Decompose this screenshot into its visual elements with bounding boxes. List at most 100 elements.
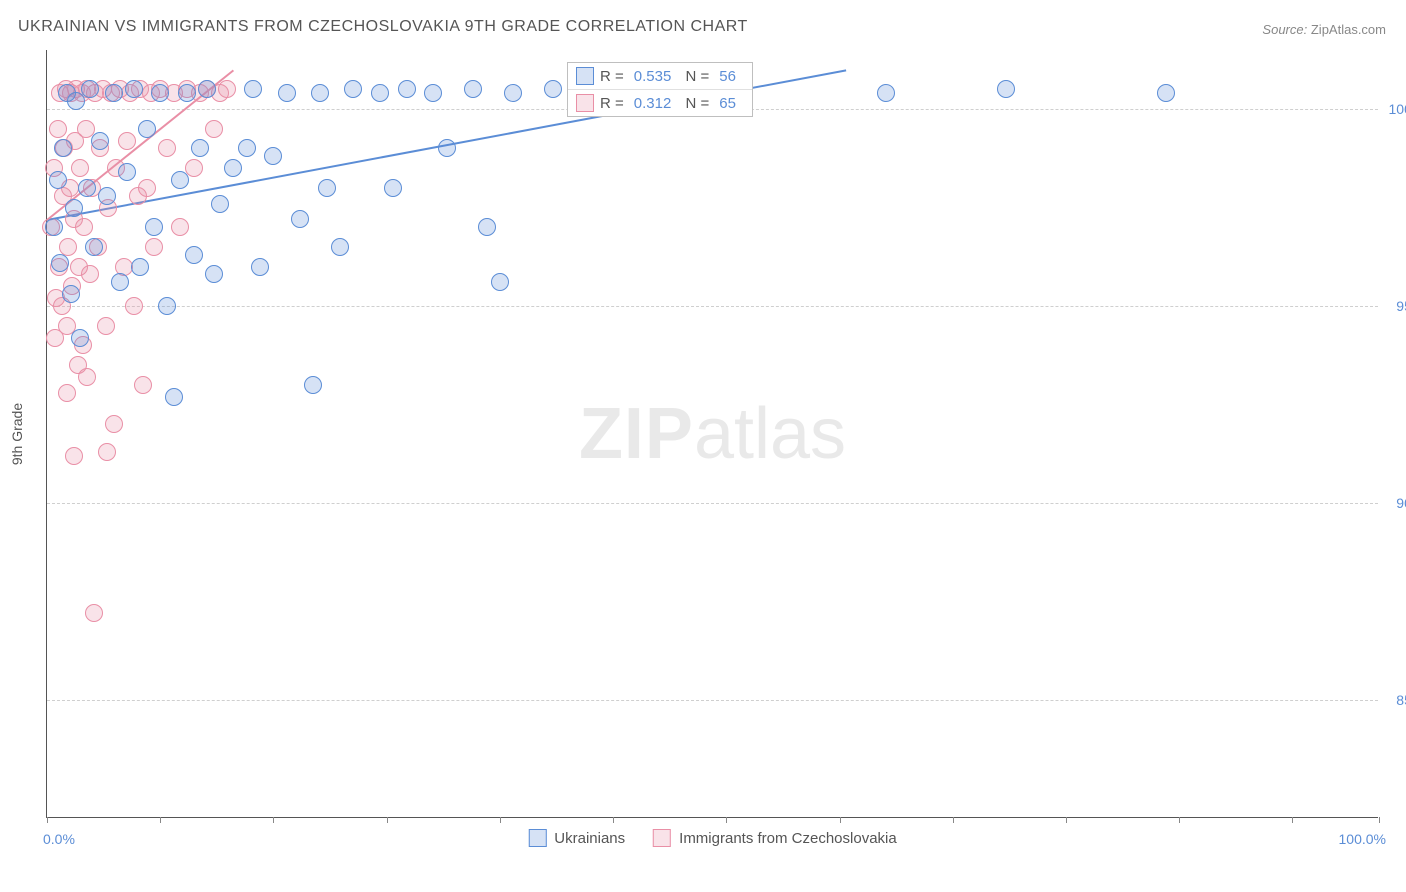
source-value: ZipAtlas.com — [1311, 22, 1386, 37]
data-point — [98, 187, 116, 205]
data-point — [78, 368, 96, 386]
y-axis-title: 9th Grade — [9, 402, 25, 464]
data-point — [75, 218, 93, 236]
data-point — [71, 329, 89, 347]
x-tick — [387, 817, 388, 823]
data-point — [178, 84, 196, 102]
data-point — [238, 139, 256, 157]
data-point — [291, 210, 309, 228]
data-point — [85, 238, 103, 256]
x-axis-min-label: 0.0% — [43, 831, 75, 847]
x-tick — [500, 817, 501, 823]
data-point — [134, 376, 152, 394]
data-point — [877, 84, 895, 102]
data-point — [71, 159, 89, 177]
data-point — [198, 80, 216, 98]
watermark: ZIPatlas — [579, 393, 846, 475]
series-label-1: Immigrants from Czechoslovakia — [679, 830, 897, 847]
series-legend-item-0: Ukrainians — [528, 829, 625, 847]
data-point — [544, 80, 562, 98]
x-tick — [273, 817, 274, 823]
data-point — [51, 254, 69, 272]
data-point — [49, 120, 67, 138]
data-point — [191, 139, 209, 157]
stats-swatch-0 — [576, 67, 594, 85]
data-point — [105, 415, 123, 433]
stats-r-value-0: 0.535 — [634, 68, 672, 85]
data-point — [65, 199, 83, 217]
gridline — [47, 700, 1378, 701]
data-point — [384, 179, 402, 197]
data-point — [158, 297, 176, 315]
x-tick — [1179, 817, 1180, 823]
data-point — [171, 171, 189, 189]
data-point — [278, 84, 296, 102]
x-tick — [613, 817, 614, 823]
data-point — [331, 238, 349, 256]
data-point — [131, 258, 149, 276]
series-label-0: Ukrainians — [554, 830, 625, 847]
data-point — [118, 163, 136, 181]
stats-n-label-0: N = — [681, 68, 709, 85]
data-point — [344, 80, 362, 98]
data-point — [211, 195, 229, 213]
data-point — [478, 218, 496, 236]
data-point — [398, 80, 416, 98]
data-point — [138, 179, 156, 197]
chart-container: UKRAINIAN VS IMMIGRANTS FROM CZECHOSLOVA… — [0, 0, 1406, 892]
data-point — [224, 159, 242, 177]
chart-title: UKRAINIAN VS IMMIGRANTS FROM CZECHOSLOVA… — [18, 18, 748, 36]
data-point — [98, 443, 116, 461]
data-point — [185, 246, 203, 264]
data-point — [171, 218, 189, 236]
data-point — [58, 384, 76, 402]
data-point — [118, 132, 136, 150]
data-point — [85, 604, 103, 622]
y-tick-label: 100.0% — [1384, 101, 1406, 117]
x-tick — [953, 817, 954, 823]
x-tick — [47, 817, 48, 823]
data-point — [65, 447, 83, 465]
data-point — [997, 80, 1015, 98]
stats-swatch-1 — [576, 94, 594, 112]
data-point — [49, 171, 67, 189]
data-point — [54, 139, 72, 157]
data-point — [138, 120, 156, 138]
data-point — [151, 84, 169, 102]
data-point — [311, 84, 329, 102]
data-point — [424, 84, 442, 102]
stats-legend: R = 0.535 N = 56 R = 0.312 N = 65 — [567, 62, 753, 117]
x-tick — [840, 817, 841, 823]
series-legend: Ukrainians Immigrants from Czechoslovaki… — [528, 829, 896, 847]
stats-r-value-1: 0.312 — [634, 95, 672, 112]
data-point — [205, 265, 223, 283]
y-tick-label: 95.0% — [1384, 298, 1406, 314]
y-tick-label: 90.0% — [1384, 495, 1406, 511]
x-tick — [726, 817, 727, 823]
series-swatch-1 — [653, 829, 671, 847]
stats-n-value-1: 65 — [719, 95, 736, 112]
stats-r-label-0: R = — [600, 68, 624, 85]
plot-area: ZIPatlas 9th Grade 0.0% 100.0% R = 0.535… — [46, 50, 1378, 818]
x-tick — [1066, 817, 1067, 823]
data-point — [145, 218, 163, 236]
data-point — [304, 376, 322, 394]
stats-n-label-1: N = — [681, 95, 709, 112]
gridline — [47, 306, 1378, 307]
data-point — [318, 179, 336, 197]
data-point — [145, 238, 163, 256]
stats-legend-row-1: R = 0.312 N = 65 — [568, 89, 752, 116]
data-point — [125, 80, 143, 98]
data-point — [244, 80, 262, 98]
data-point — [91, 132, 109, 150]
data-point — [81, 265, 99, 283]
source-label: Source: — [1262, 22, 1307, 37]
x-tick — [1379, 817, 1380, 823]
data-point — [491, 273, 509, 291]
series-swatch-0 — [528, 829, 546, 847]
data-point — [165, 388, 183, 406]
data-point — [125, 297, 143, 315]
x-axis-max-label: 100.0% — [1339, 831, 1386, 847]
data-point — [62, 285, 80, 303]
stats-legend-row-0: R = 0.535 N = 56 — [568, 63, 752, 89]
